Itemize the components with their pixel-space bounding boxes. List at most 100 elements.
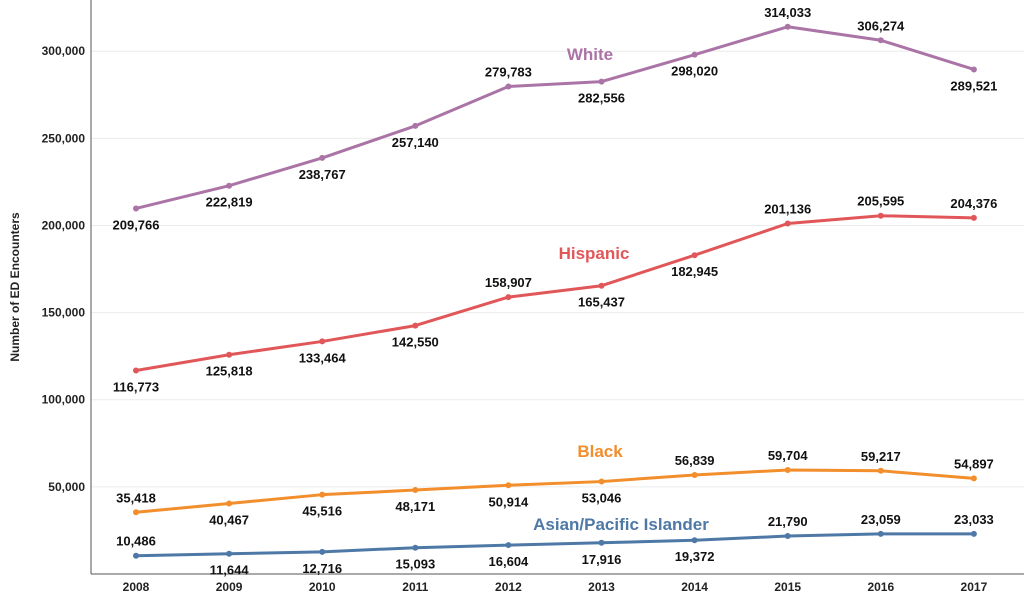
data-label: 209,766 — [113, 217, 160, 232]
y-axis-label: Number of ED Encounters — [8, 212, 22, 362]
data-label: 23,033 — [954, 512, 994, 527]
series-name-hispanic: Hispanic — [559, 244, 630, 263]
data-label: 279,783 — [485, 64, 532, 79]
y-tick-label: 200,000 — [42, 218, 86, 232]
data-point — [691, 537, 698, 544]
data-point — [319, 548, 326, 555]
data-point — [319, 338, 326, 345]
data-label: 282,556 — [578, 91, 625, 106]
data-point — [226, 351, 233, 358]
data-point — [226, 500, 233, 507]
data-label: 257,140 — [392, 135, 439, 150]
x-tick-label: 2010 — [309, 580, 336, 594]
y-tick-label: 300,000 — [42, 44, 86, 58]
x-tick-label: 2011 — [402, 580, 428, 594]
data-point — [505, 294, 512, 301]
data-label: 205,595 — [857, 194, 904, 209]
data-point — [598, 478, 605, 485]
data-point — [784, 533, 791, 540]
data-label: 53,046 — [582, 491, 622, 506]
data-point — [691, 471, 698, 478]
data-label: 40,467 — [209, 512, 249, 527]
series-line — [135, 532, 974, 558]
data-point — [970, 530, 977, 537]
y-tick-label: 250,000 — [42, 131, 86, 145]
data-point — [319, 491, 326, 498]
data-point — [877, 530, 884, 537]
series: 209,766 222,819 238,767 257,140 279,783 282,5… — [113, 5, 998, 578]
data-label: 201,136 — [764, 202, 811, 217]
data-label: 125,818 — [206, 364, 253, 379]
data-point — [598, 78, 605, 85]
data-label: 314,033 — [764, 5, 811, 20]
data-label: 59,217 — [861, 449, 901, 464]
data-label: 289,521 — [950, 78, 997, 93]
data-label: 116,773 — [113, 380, 159, 395]
series-name-black: Black — [577, 442, 623, 461]
gridlines — [91, 50, 1024, 488]
data-label: 238,767 — [299, 167, 346, 182]
data-label: 19,372 — [675, 549, 715, 564]
data-point — [970, 66, 977, 73]
series-line — [135, 468, 975, 514]
data-label: 11,644 — [210, 563, 250, 578]
data-point — [877, 467, 884, 474]
x-tick-label: 2015 — [774, 580, 801, 594]
data-point — [505, 542, 512, 549]
data-label: 298,020 — [671, 64, 718, 79]
data-label: 142,550 — [392, 335, 439, 350]
x-tick-label: 2013 — [588, 580, 615, 594]
x-tick-label: 2009 — [216, 580, 243, 594]
data-label: 54,897 — [954, 456, 994, 471]
data-label: 17,916 — [582, 552, 622, 567]
data-point — [133, 509, 139, 516]
series-line — [135, 25, 975, 210]
data-label: 45,516 — [302, 504, 342, 519]
data-point — [412, 487, 419, 494]
x-tick-label: 2008 — [123, 580, 150, 594]
data-label: 59,704 — [768, 448, 809, 463]
data-label: 306,274 — [857, 18, 905, 33]
y-tick-label: 150,000 — [42, 306, 86, 320]
data-point — [877, 212, 884, 219]
series-black: 35,418 40,467 45,516 48,171 50,914 53,046 56,8… — [116, 448, 994, 528]
series-name-asian-pacific-islander: Asian/Pacific Islander — [533, 515, 709, 534]
data-point — [691, 252, 698, 259]
data-label: 182,945 — [671, 264, 718, 279]
y-tick-labels: 50,000 100,000 150,000 200,000 250,000 300,00… — [42, 44, 86, 494]
x-tick-labels: 2008 2009 2010 2011 2012 2013 2014 2015 2016 2017 — [123, 580, 988, 594]
data-point — [133, 552, 139, 559]
data-point — [412, 544, 419, 551]
data-point — [598, 539, 605, 546]
data-point — [505, 482, 512, 489]
data-label: 15,093 — [395, 557, 435, 572]
data-label: 204,376 — [950, 196, 997, 211]
data-point — [133, 205, 139, 212]
series-asian-pacific-islander: 10,486 11,644 12,716 15,093 16,604 17,916 19,3… — [116, 512, 994, 578]
y-tick-label: 100,000 — [42, 393, 86, 407]
data-point — [784, 23, 791, 30]
data-label: 133,464 — [299, 350, 347, 365]
x-tick-label: 2016 — [867, 580, 894, 594]
data-point — [412, 122, 419, 129]
x-tick-label: 2014 — [681, 580, 708, 594]
series-line — [135, 214, 974, 372]
data-label: 56,839 — [675, 453, 715, 468]
data-point — [691, 51, 698, 58]
data-point — [598, 282, 605, 289]
data-label: 50,914 — [489, 494, 530, 509]
series-name-labels: White Hispanic Black Asian/Pacific Islan… — [533, 45, 709, 534]
data-point — [970, 475, 977, 482]
data-point — [133, 367, 139, 374]
data-label: 21,790 — [768, 514, 808, 529]
series-name-white: White — [567, 45, 613, 64]
data-point — [505, 83, 512, 90]
data-label: 12,716 — [302, 561, 342, 576]
data-point — [319, 154, 326, 161]
x-tick-label: 2012 — [495, 580, 522, 594]
data-label: 158,907 — [485, 275, 532, 290]
data-point — [784, 220, 791, 227]
data-label: 16,604 — [489, 554, 530, 569]
series-hispanic: 116,773 125,818 133,464 142,550 158,907 165,4… — [113, 194, 998, 395]
